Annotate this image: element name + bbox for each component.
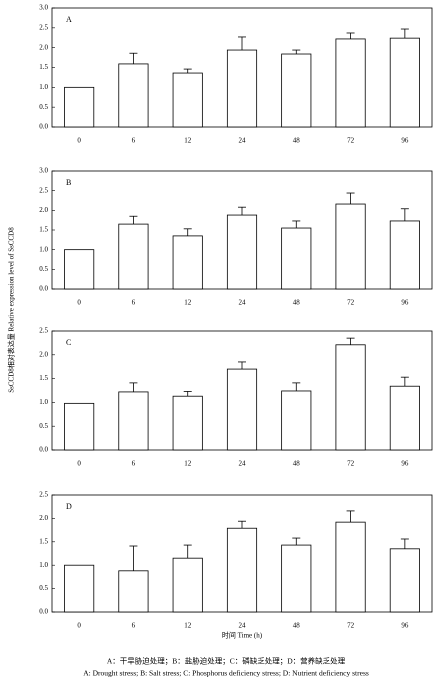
x-tick-label: 6: [132, 622, 136, 630]
x-tick-label: 24: [239, 460, 247, 468]
x-tick-label: 48: [293, 460, 301, 468]
panel-label: B: [66, 178, 71, 187]
x-tick-label: 72: [347, 460, 355, 468]
y-tick-label: 1.0: [39, 398, 48, 406]
bar: [64, 402, 95, 451]
y-tick-label: 1.0: [39, 561, 48, 569]
y-tick-label: 3.0: [39, 167, 48, 175]
y-tick-label: 2.0: [39, 43, 48, 51]
bar: [389, 220, 420, 290]
x-tick-label: 96: [401, 137, 409, 145]
bar: [281, 544, 312, 613]
bar: [172, 235, 203, 290]
bar: [226, 527, 258, 613]
x-tick-label: 96: [401, 299, 409, 307]
bar: [281, 53, 312, 128]
bar: [389, 548, 420, 613]
y-tick-label: 2.0: [39, 514, 48, 522]
bar: [281, 390, 312, 451]
x-tick-label: 96: [401, 622, 409, 630]
y-tick-label: 0.5: [39, 265, 48, 273]
bar: [226, 214, 258, 290]
x-tick-label: 24: [239, 137, 247, 145]
bar: [335, 38, 366, 128]
y-tick-label: 1.5: [39, 374, 48, 382]
bar: [64, 86, 95, 128]
x-tick-label: 0: [77, 622, 81, 630]
x-tick-label: 24: [239, 299, 247, 307]
x-tick-label: 0: [77, 299, 81, 307]
bar: [118, 570, 149, 613]
x-tick-label: 6: [132, 299, 136, 307]
x-tick-label: 72: [347, 299, 355, 307]
y-tick-label: 1.0: [39, 245, 48, 253]
y-axis-label: SsCCD8相对表达量 Relative expression level of…: [7, 227, 16, 393]
bar: [335, 521, 366, 613]
x-tick-label: 48: [293, 299, 301, 307]
x-axis-label: 时间 Time (h): [222, 631, 263, 640]
x-tick-label: 12: [184, 137, 192, 145]
y-tick-label: 2.5: [39, 186, 48, 194]
y-tick-label: 1.5: [39, 537, 48, 545]
y-tick-label: 0.0: [39, 123, 48, 131]
x-tick-label: 48: [293, 137, 301, 145]
x-tick-label: 72: [347, 622, 355, 630]
bar: [64, 564, 95, 613]
panel-label: A: [66, 15, 72, 24]
y-tick-label: 2.0: [39, 350, 48, 358]
x-tick-label: 12: [184, 460, 192, 468]
bar: [118, 63, 149, 128]
y-tick-label: 2.5: [39, 23, 48, 31]
bar: [281, 227, 312, 290]
bar: [172, 395, 203, 451]
bar: [389, 385, 420, 451]
y-tick-label: 1.5: [39, 63, 48, 71]
x-tick-label: 12: [184, 622, 192, 630]
bar: [172, 72, 203, 128]
y-tick-label: 0.0: [39, 608, 48, 616]
y-tick-label: 2.0: [39, 206, 48, 214]
caption: A：干旱胁迫处理；B：盐胁迫处理；C：磷缺乏处理；D：营养缺乏处理: [107, 656, 346, 666]
bar: [118, 223, 149, 290]
panel-label: C: [66, 338, 71, 347]
bar: [64, 249, 95, 290]
bar: [335, 344, 366, 451]
panel-label: D: [66, 502, 72, 511]
x-tick-label: 48: [293, 622, 301, 630]
y-tick-label: 1.5: [39, 226, 48, 234]
caption: A: Drought stress; B: Salt stress; C: Ph…: [83, 669, 369, 678]
x-tick-label: 72: [347, 137, 355, 145]
x-tick-label: 96: [401, 460, 409, 468]
bar: [389, 37, 420, 128]
x-tick-label: 0: [77, 137, 81, 145]
bar: [172, 557, 203, 613]
bar: [335, 203, 366, 290]
x-tick-label: 6: [132, 460, 136, 468]
y-tick-label: 0.0: [39, 446, 48, 454]
y-tick-label: 0.0: [39, 285, 48, 293]
y-tick-label: 1.0: [39, 83, 48, 91]
x-tick-label: 24: [239, 622, 247, 630]
y-tick-label: 2.5: [39, 491, 48, 499]
bar: [226, 49, 258, 128]
y-tick-label: 0.5: [39, 584, 48, 592]
y-tick-label: 0.5: [39, 103, 48, 111]
y-tick-label: 0.5: [39, 422, 48, 430]
y-tick-label: 3.0: [39, 4, 48, 12]
x-tick-label: 6: [132, 137, 136, 145]
bar: [226, 368, 258, 451]
y-tick-label: 2.5: [39, 327, 48, 335]
x-tick-label: 12: [184, 299, 192, 307]
x-tick-label: 0: [77, 460, 81, 468]
bar: [118, 391, 149, 451]
